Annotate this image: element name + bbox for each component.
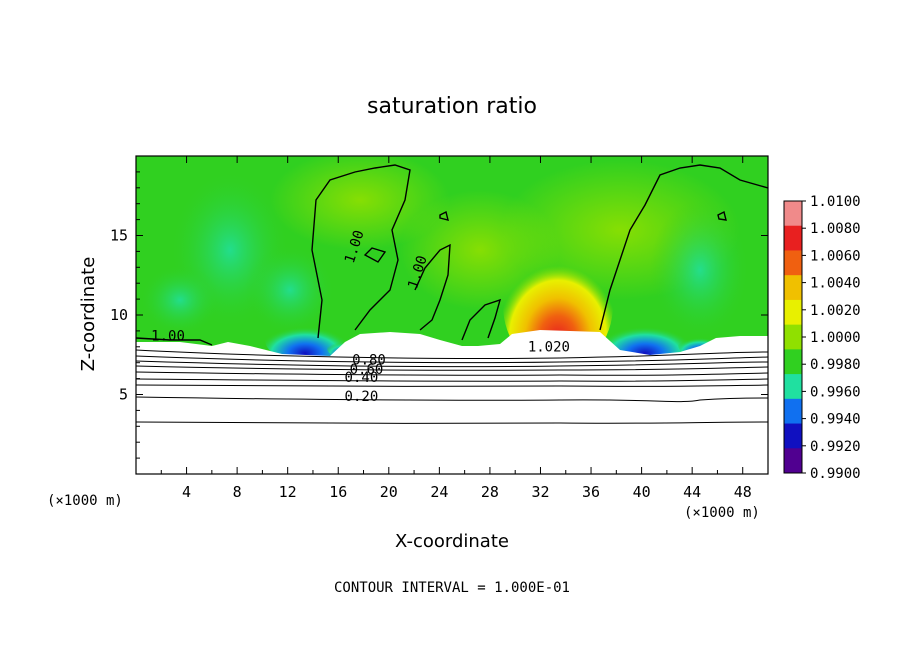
x-tick-label: 32 [531,483,549,501]
colorbar-label: 1.0080 [810,221,861,237]
colorbar-swatch [784,250,802,276]
colorbar-swatch [784,225,802,251]
y-axis-ticks: 5 10 15 [110,171,768,459]
x-tick-label: 12 [279,483,297,501]
x-tick-label: 28 [481,483,499,501]
colorbar-label: 0.9920 [810,439,861,455]
x-tick-label: 20 [380,483,398,501]
subsaturation-blob [265,318,345,362]
colorbar-swatch [784,374,802,400]
plot-area [136,156,768,474]
x-tick-label: 4 [182,483,191,501]
colorbar-swatch [784,398,802,425]
contour-interval-note: CONTOUR INTERVAL = 1.000E-01 [334,580,570,596]
colorbar-label: 0.9900 [810,466,861,482]
x-unit-label-left: (×1000 m) [47,493,123,509]
field-cyan-patch [650,200,750,340]
contour-label: 0.80 [352,352,386,368]
colorbar-label: 0.9960 [810,384,861,400]
x-tick-label: 48 [734,483,752,501]
contour-label: 0.20 [345,389,379,405]
x-tick-label: 16 [329,483,347,501]
colorbar-swatch [784,324,802,350]
undersaturated-region [136,330,768,474]
x-tick-label: 36 [582,483,600,501]
field-cyan-patch [245,245,335,335]
colorbar-label: 0.9980 [810,357,861,373]
colorbar-swatch [784,423,802,449]
colorbar-label: 1.0000 [810,330,861,346]
contour-label: 0.40 [345,370,379,386]
colorbar-swatch [784,275,802,301]
colorbar-label: 1.0100 [810,194,861,210]
contour-1-00 [136,164,768,346]
field-lime-patch [270,156,450,250]
colorbar-swatch [784,201,802,227]
x-axis-ticks: 4 8 12 16 20 24 28 32 36 40 44 48 [160,156,752,501]
y-tick-label: 10 [110,306,128,324]
colorbar-label: 1.0060 [810,248,861,264]
x-tick-label: 40 [633,483,651,501]
x-tick-label: 8 [233,483,242,501]
colorbar-swatch [784,448,802,474]
y-tick-label: 15 [110,227,128,245]
colorbar-swatch [784,299,802,326]
chart-title: saturation ratio [367,94,537,119]
contour-label: 0.60 [350,362,384,378]
colorbar-label: 0.9940 [810,412,861,428]
field-cyan-patch [140,265,220,335]
contour-lower-lines [136,349,768,424]
contour-label: 1.00 [151,328,185,344]
colorbar: 1.0100 1.0080 1.0060 1.0040 1.0020 1.0000 0.99… [783,194,861,482]
y-axis-label: Z-coordinate [78,257,99,372]
contour-label: 1.020 [528,340,570,356]
y-tick-label: 5 [119,386,128,404]
colorbar-swatch [784,349,802,375]
x-unit-label-right: (×1000 m) [684,505,760,521]
colorbar-label: 1.0020 [810,303,861,319]
x-tick-label: 44 [683,483,701,501]
x-tick-label: 24 [430,483,448,501]
colorbar-label: 1.0040 [810,276,861,292]
x-axis-label: X-coordinate [395,531,509,552]
